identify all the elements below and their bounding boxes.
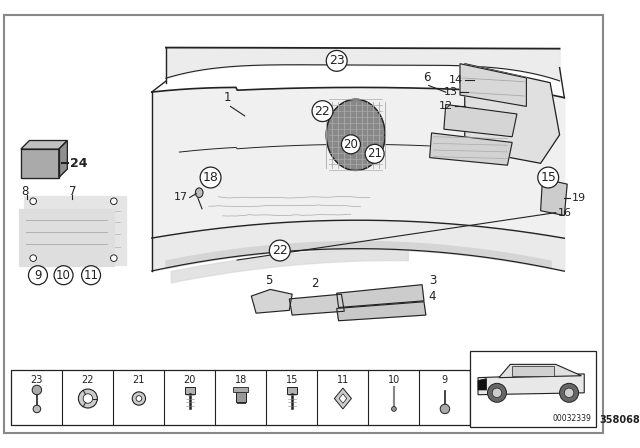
Text: 24: 24 [70, 157, 88, 170]
Bar [236, 389, 246, 402]
Circle shape [136, 396, 141, 401]
Text: 358068: 358068 [600, 415, 640, 425]
Circle shape [342, 135, 360, 154]
Text: 18: 18 [203, 171, 218, 184]
Text: 23: 23 [329, 54, 344, 67]
Circle shape [564, 388, 574, 397]
Polygon shape [334, 388, 351, 409]
Text: 22: 22 [82, 375, 94, 384]
Polygon shape [478, 379, 486, 390]
Text: 22: 22 [272, 244, 287, 257]
Text: 18: 18 [235, 375, 247, 384]
Polygon shape [541, 178, 567, 215]
Circle shape [492, 388, 502, 397]
Bar [12, 370, 470, 425]
Polygon shape [429, 133, 512, 165]
Polygon shape [339, 394, 347, 403]
Polygon shape [460, 64, 526, 106]
Text: 3: 3 [429, 275, 436, 288]
Text: 7: 7 [69, 185, 77, 198]
Bar [470, 351, 596, 427]
Polygon shape [478, 374, 584, 395]
Circle shape [538, 167, 559, 188]
Circle shape [79, 389, 97, 408]
Text: 19: 19 [572, 194, 586, 203]
Text: 00032339: 00032339 [553, 414, 592, 423]
Circle shape [111, 255, 117, 262]
Text: 9: 9 [34, 269, 42, 282]
Circle shape [83, 394, 93, 403]
Text: 21: 21 [132, 375, 145, 384]
Bar [21, 149, 59, 177]
Circle shape [392, 407, 396, 411]
Bar [234, 387, 248, 392]
Circle shape [312, 101, 333, 121]
Polygon shape [337, 284, 424, 307]
Text: 14: 14 [449, 75, 463, 85]
Circle shape [365, 144, 384, 164]
Text: 9: 9 [442, 375, 448, 384]
Text: 15: 15 [540, 171, 556, 184]
Polygon shape [499, 364, 581, 378]
Text: 22: 22 [315, 105, 330, 118]
Polygon shape [21, 141, 67, 149]
Text: 10: 10 [388, 375, 400, 384]
Polygon shape [59, 141, 67, 177]
Bar [185, 387, 195, 394]
Text: 1: 1 [224, 91, 232, 104]
Text: 11: 11 [84, 269, 99, 282]
Polygon shape [638, 417, 640, 422]
Text: 8: 8 [21, 185, 28, 198]
Polygon shape [289, 294, 344, 315]
Text: 11: 11 [337, 375, 349, 384]
Circle shape [440, 404, 450, 414]
Text: 5: 5 [265, 274, 272, 287]
Polygon shape [337, 302, 426, 321]
Text: 21: 21 [367, 147, 382, 160]
Text: 13: 13 [444, 87, 458, 97]
Text: 16: 16 [557, 207, 572, 218]
Text: 17: 17 [173, 193, 188, 202]
Text: 2: 2 [311, 277, 319, 290]
Circle shape [326, 51, 347, 71]
Text: 4: 4 [429, 289, 436, 302]
Circle shape [269, 240, 290, 261]
Polygon shape [444, 104, 517, 137]
Ellipse shape [195, 188, 203, 198]
Bar [287, 387, 297, 394]
Circle shape [32, 385, 42, 395]
Bar [24, 197, 126, 265]
Polygon shape [326, 99, 385, 170]
Text: 12: 12 [439, 101, 453, 112]
Bar [21, 149, 59, 177]
Polygon shape [252, 289, 292, 313]
Text: 6: 6 [423, 71, 431, 84]
Text: 10: 10 [56, 269, 71, 282]
Bar [512, 366, 554, 376]
Circle shape [200, 167, 221, 188]
Text: 20: 20 [184, 375, 196, 384]
Circle shape [111, 198, 117, 205]
Circle shape [54, 266, 73, 284]
Circle shape [81, 266, 100, 284]
Circle shape [559, 383, 579, 402]
Bar [19, 209, 114, 266]
Circle shape [28, 266, 47, 284]
Circle shape [30, 255, 36, 262]
Circle shape [488, 383, 506, 402]
Circle shape [33, 405, 41, 413]
Circle shape [132, 392, 145, 405]
Text: 23: 23 [31, 375, 43, 384]
Text: 20: 20 [344, 138, 358, 151]
Circle shape [30, 198, 36, 205]
Polygon shape [465, 64, 559, 164]
Text: 15: 15 [285, 375, 298, 384]
